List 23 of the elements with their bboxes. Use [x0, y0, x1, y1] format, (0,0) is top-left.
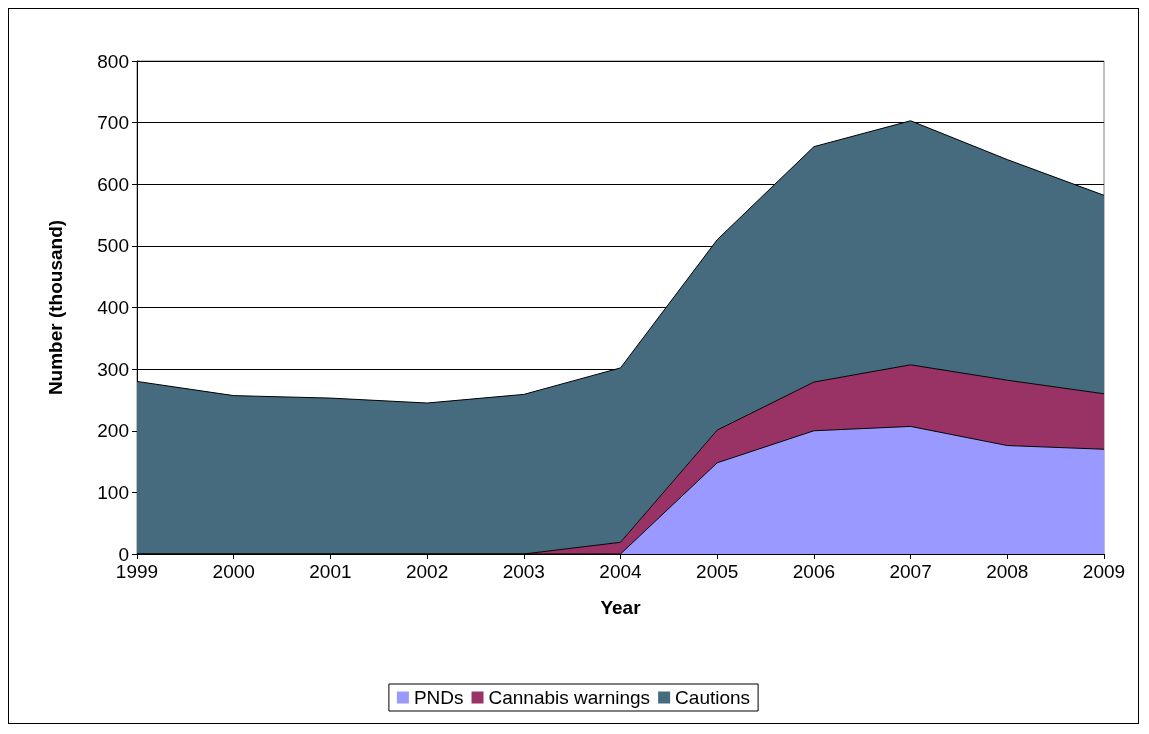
y-axis-title: Number (thousand)	[45, 219, 66, 396]
x-tick-label: 2002	[405, 561, 449, 582]
y-tick-label: 400	[97, 297, 129, 318]
legend-label: Cannabis warnings	[488, 687, 651, 708]
x-tick-label: 2004	[599, 561, 643, 582]
y-tick-label: 700	[97, 112, 129, 134]
x-tick-label: 2007	[889, 561, 932, 582]
x-tick-label: 2000	[212, 561, 255, 582]
x-tick-label: 2006	[792, 561, 836, 582]
x-tick-label: 2008	[986, 561, 1029, 582]
x-tick-label: 2009	[1082, 561, 1126, 582]
legend-label: PNDs	[413, 687, 464, 708]
legend-label: Cautions	[675, 687, 751, 708]
y-tick-label: 100	[97, 481, 129, 503]
x-tick-label: 2001	[309, 561, 352, 582]
y-tick-label: 200	[97, 420, 129, 442]
y-tick-label: 300	[97, 358, 129, 380]
x-tick-label: 2005	[696, 561, 739, 582]
x-tick-label: 2003	[502, 561, 545, 582]
y-tick-label: 500	[97, 235, 129, 257]
y-tick-label: 600	[97, 173, 129, 195]
y-tick-label: 800	[97, 50, 129, 72]
x-axis-title: Year	[600, 597, 642, 618]
